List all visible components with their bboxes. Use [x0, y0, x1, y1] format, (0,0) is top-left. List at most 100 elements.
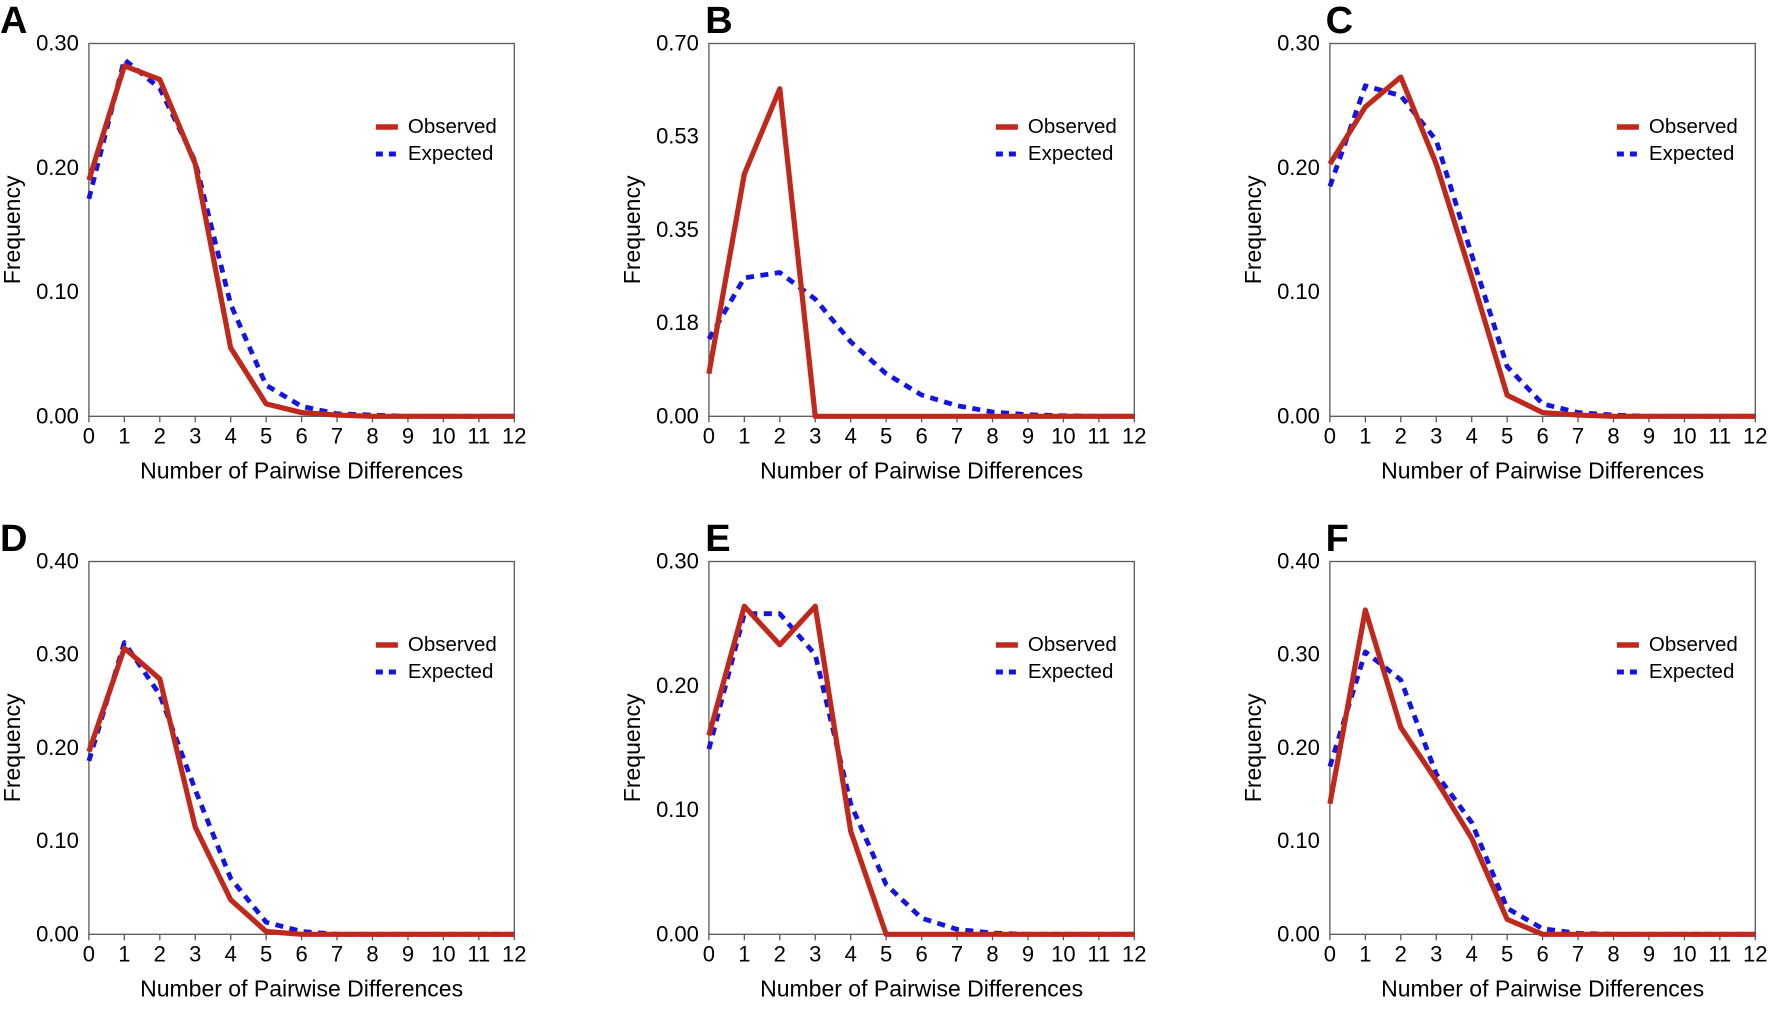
svg-text:12: 12	[1122, 941, 1146, 966]
svg-text:10: 10	[431, 941, 455, 966]
svg-text:4: 4	[845, 423, 857, 448]
svg-text:0.10: 0.10	[656, 797, 699, 822]
svg-text:0.40: 0.40	[1277, 549, 1320, 574]
svg-text:5: 5	[1501, 423, 1513, 448]
svg-text:0.00: 0.00	[36, 921, 79, 946]
svg-text:5: 5	[260, 423, 272, 448]
svg-text:5: 5	[260, 941, 272, 966]
svg-text:11: 11	[1088, 423, 1111, 448]
svg-text:0.35: 0.35	[656, 217, 699, 242]
svg-text:Frequency: Frequency	[1241, 693, 1266, 802]
svg-text:Number of Pairwise Differences: Number of Pairwise Differences	[760, 457, 1083, 483]
svg-text:1: 1	[118, 423, 130, 448]
svg-text:12: 12	[1122, 423, 1146, 448]
svg-text:0.20: 0.20	[36, 155, 79, 180]
svg-text:11: 11	[1088, 941, 1111, 966]
svg-text:10: 10	[1051, 423, 1075, 448]
svg-text:12: 12	[1743, 423, 1767, 448]
svg-text:9: 9	[1022, 423, 1034, 448]
svg-text:4: 4	[225, 423, 237, 448]
svg-text:Expected: Expected	[1028, 142, 1113, 165]
svg-text:0.10: 0.10	[1277, 828, 1320, 853]
svg-text:8: 8	[987, 423, 999, 448]
svg-text:6: 6	[916, 941, 928, 966]
svg-text:8: 8	[1607, 941, 1619, 966]
svg-text:0.30: 0.30	[36, 642, 79, 667]
svg-text:Frequency: Frequency	[620, 175, 645, 284]
svg-text:0.00: 0.00	[1277, 921, 1320, 946]
svg-text:2: 2	[1394, 423, 1406, 448]
svg-text:0.00: 0.00	[656, 921, 699, 946]
svg-text:10: 10	[1672, 423, 1696, 448]
svg-text:7: 7	[1572, 941, 1584, 966]
svg-text:3: 3	[189, 941, 201, 966]
svg-text:3: 3	[1430, 423, 1442, 448]
svg-text:0.20: 0.20	[656, 673, 699, 698]
svg-text:Observed: Observed	[1028, 115, 1117, 138]
svg-text:0.70: 0.70	[656, 31, 699, 56]
svg-text:0.20: 0.20	[1277, 735, 1320, 760]
svg-text:5: 5	[880, 423, 892, 448]
svg-text:6: 6	[916, 423, 928, 448]
svg-text:2: 2	[154, 423, 166, 448]
svg-text:0.20: 0.20	[36, 735, 79, 760]
svg-text:Expected: Expected	[408, 142, 493, 165]
svg-text:6: 6	[295, 941, 307, 966]
svg-text:12: 12	[502, 423, 526, 448]
svg-text:6: 6	[295, 423, 307, 448]
svg-text:0.30: 0.30	[1277, 31, 1320, 56]
svg-text:9: 9	[402, 423, 414, 448]
svg-text:0.00: 0.00	[36, 403, 79, 428]
svg-text:0.00: 0.00	[1277, 403, 1320, 428]
svg-text:7: 7	[1572, 423, 1584, 448]
svg-text:10: 10	[1051, 941, 1075, 966]
svg-text:Expected: Expected	[1648, 142, 1733, 165]
svg-text:Frequency: Frequency	[620, 693, 645, 802]
svg-text:1: 1	[739, 423, 751, 448]
svg-text:Frequency: Frequency	[0, 175, 25, 284]
svg-text:Number of Pairwise Differences: Number of Pairwise Differences	[140, 457, 463, 483]
svg-text:3: 3	[809, 941, 821, 966]
svg-text:0.30: 0.30	[1277, 642, 1320, 667]
svg-text:8: 8	[987, 941, 999, 966]
svg-text:0.10: 0.10	[1277, 279, 1320, 304]
svg-text:1: 1	[1359, 941, 1371, 966]
svg-text:12: 12	[502, 941, 526, 966]
svg-text:7: 7	[951, 423, 963, 448]
svg-text:0.00: 0.00	[656, 403, 699, 428]
svg-text:0.30: 0.30	[656, 549, 699, 574]
svg-text:0.53: 0.53	[656, 124, 699, 149]
svg-text:Number of Pairwise Differences: Number of Pairwise Differences	[760, 975, 1083, 1001]
svg-text:1: 1	[118, 941, 130, 966]
svg-text:12: 12	[1743, 941, 1767, 966]
svg-text:0: 0	[703, 941, 715, 966]
svg-text:0: 0	[703, 423, 715, 448]
svg-text:0.30: 0.30	[36, 31, 79, 56]
svg-text:11: 11	[467, 423, 490, 448]
svg-text:11: 11	[1708, 941, 1731, 966]
svg-text:0.18: 0.18	[656, 310, 699, 335]
svg-text:3: 3	[1430, 941, 1442, 966]
svg-text:3: 3	[189, 423, 201, 448]
svg-text:8: 8	[366, 423, 378, 448]
svg-text:Observed: Observed	[1028, 633, 1117, 656]
svg-text:0: 0	[83, 423, 95, 448]
svg-text:Observed: Observed	[1648, 633, 1737, 656]
svg-text:1: 1	[1359, 423, 1371, 448]
svg-text:5: 5	[1501, 941, 1513, 966]
svg-text:6: 6	[1536, 941, 1548, 966]
svg-text:9: 9	[1022, 941, 1034, 966]
svg-text:2: 2	[154, 941, 166, 966]
svg-text:4: 4	[1465, 423, 1477, 448]
svg-text:2: 2	[774, 941, 786, 966]
svg-text:0.10: 0.10	[36, 279, 79, 304]
svg-text:0.10: 0.10	[36, 828, 79, 853]
svg-text:9: 9	[1642, 423, 1654, 448]
svg-text:6: 6	[1536, 423, 1548, 448]
svg-text:3: 3	[809, 423, 821, 448]
svg-text:10: 10	[431, 423, 455, 448]
svg-text:9: 9	[402, 941, 414, 966]
svg-text:8: 8	[366, 941, 378, 966]
svg-text:Expected: Expected	[408, 660, 493, 683]
svg-text:Expected: Expected	[1648, 660, 1733, 683]
